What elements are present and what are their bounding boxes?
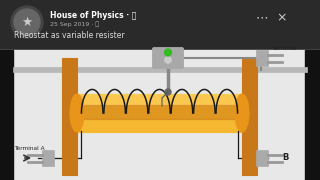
Bar xyxy=(242,58,257,175)
Bar xyxy=(77,105,242,119)
Bar xyxy=(0,50,320,180)
Text: Terminal A: Terminal A xyxy=(14,145,44,150)
Circle shape xyxy=(11,6,43,38)
Bar xyxy=(42,150,54,166)
Bar xyxy=(305,50,320,180)
FancyBboxPatch shape xyxy=(153,48,183,69)
Text: Rheostat as variable resister: Rheostat as variable resister xyxy=(14,30,124,39)
Circle shape xyxy=(14,9,40,35)
Bar xyxy=(77,94,242,105)
Bar xyxy=(0,50,13,180)
Text: ⋯: ⋯ xyxy=(256,12,268,24)
Ellipse shape xyxy=(70,94,84,132)
Text: House of Physics · 📷: House of Physics · 📷 xyxy=(50,12,136,21)
Bar xyxy=(13,67,307,72)
Bar xyxy=(77,94,242,132)
Ellipse shape xyxy=(235,94,249,132)
Text: ★: ★ xyxy=(21,15,33,28)
Circle shape xyxy=(165,89,171,95)
Bar xyxy=(0,0,320,50)
Text: Terminal: Terminal xyxy=(272,46,297,51)
Circle shape xyxy=(164,49,172,56)
Bar xyxy=(256,150,268,166)
Bar xyxy=(256,50,268,66)
Text: ×: × xyxy=(277,12,287,24)
Text: 25 Sep 2019 · 🕓: 25 Sep 2019 · 🕓 xyxy=(50,21,99,27)
Circle shape xyxy=(164,56,172,63)
Text: B: B xyxy=(282,154,288,163)
Bar xyxy=(62,58,77,175)
